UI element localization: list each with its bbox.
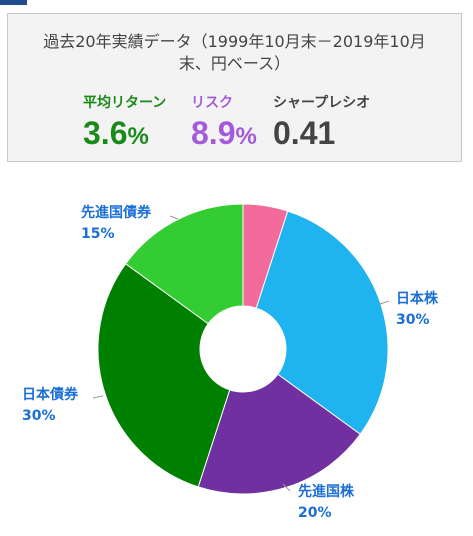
corner-tab (0, 0, 27, 5)
allocation-donut-chart: 日本株 30% 先進国株 20% 日本債券 30% 先進国債券 15% (22, 203, 439, 521)
slice-label-domestic-stocks: 日本株 (396, 290, 439, 307)
slice-foreign-bonds (124, 203, 244, 325)
leader-line-domestic-bonds (92, 395, 104, 399)
slice-percent-domestic-stocks: 30% (396, 312, 430, 328)
period-caption: 過去20年実績データ（1999年10月末－2019年10月 末、円ベース） (8, 31, 461, 75)
risk-number: 8.9 (191, 115, 236, 151)
slice-percent-foreign-stocks: 20% (298, 505, 332, 521)
slice-label-foreign-bonds: 先進国債券 (81, 204, 152, 221)
slice-label-domestic-bonds: 日本債券 (22, 386, 79, 403)
performance-summary-box: 過去20年実績データ（1999年10月末－2019年10月 末、円ベース） 平均… (7, 13, 462, 162)
slice-percent-foreign-bonds: 15% (81, 226, 115, 242)
period-caption-line2: 末、円ベース） (178, 54, 291, 73)
sharpe-value: 0.41 (273, 115, 336, 151)
slice-domestic-stocks (255, 210, 389, 435)
slice-label-foreign-stocks: 先進国株 (298, 483, 355, 500)
slice-domestic-bonds (97, 263, 231, 488)
sharpe-label: シャープレシオ (273, 95, 371, 111)
slice-foreign-stocks (197, 373, 362, 495)
labels-layer: 日本株 30% 先進国株 20% 日本債券 30% 先進国債券 15% (22, 204, 439, 521)
slice-percent-domestic-bonds: 30% (22, 408, 56, 424)
leader-line-domestic-stocks (379, 300, 390, 305)
period-caption-line1: 過去20年実績データ（1999年10月末－2019年10月 (43, 32, 426, 51)
return-number: 3.6 (83, 115, 128, 151)
risk-unit: % (235, 123, 257, 150)
return-label: 平均リターン (83, 95, 167, 111)
return-value: 3.6% (83, 113, 149, 157)
return-unit: % (127, 123, 149, 150)
slices-layer (97, 203, 389, 495)
risk-value: 8.9% (191, 113, 257, 157)
leader-line-foreign-stocks (282, 483, 291, 492)
risk-label: リスク (191, 95, 233, 111)
leader-line-foreign-bonds (169, 215, 179, 220)
